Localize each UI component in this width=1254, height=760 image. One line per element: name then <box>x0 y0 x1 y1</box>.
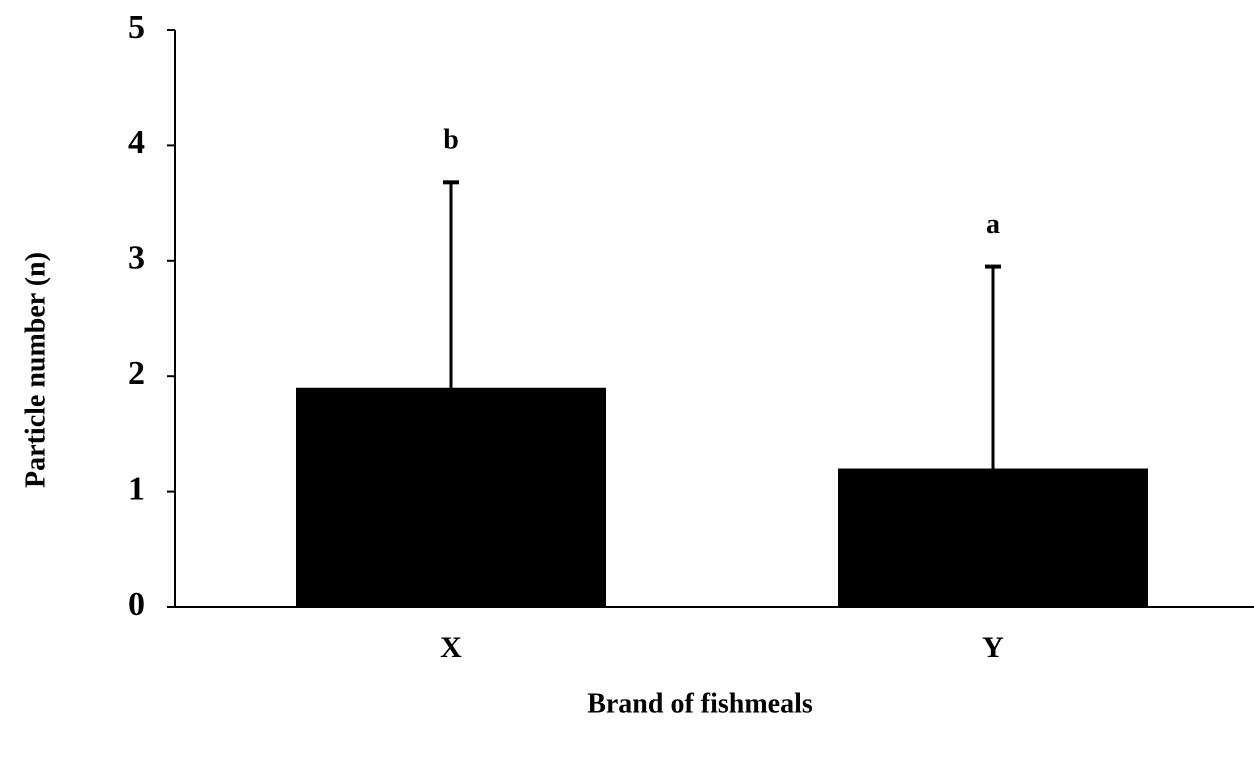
y-tick-label: 3 <box>128 240 145 277</box>
y-tick-label: 4 <box>128 124 145 161</box>
x-tick-label: Y <box>982 631 1004 664</box>
bar <box>838 468 1148 607</box>
x-tick-label: X <box>440 631 462 664</box>
y-tick-label: 2 <box>128 355 145 392</box>
y-axis-title: Particle number (n) <box>20 252 51 488</box>
y-tick-label: 5 <box>128 9 145 46</box>
y-tick-label: 0 <box>128 586 145 623</box>
annotation: a <box>986 209 1000 240</box>
x-axis-title: Brand of fishmeals <box>587 688 813 719</box>
bar <box>296 387 606 607</box>
y-tick-label: 1 <box>128 470 145 507</box>
annotation: b <box>443 125 459 156</box>
